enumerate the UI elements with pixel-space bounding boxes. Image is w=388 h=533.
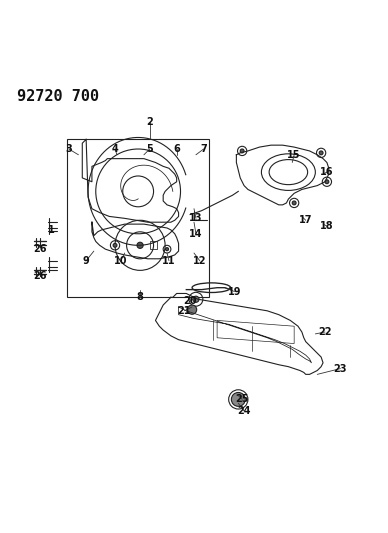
- Circle shape: [166, 248, 168, 251]
- Text: 5: 5: [146, 144, 153, 154]
- Circle shape: [240, 149, 244, 153]
- Text: 8: 8: [137, 292, 144, 302]
- Text: 13: 13: [189, 213, 203, 223]
- Text: 9: 9: [83, 256, 90, 266]
- Text: 92720 700: 92720 700: [17, 90, 99, 104]
- Text: 20: 20: [184, 296, 197, 306]
- Circle shape: [187, 305, 197, 314]
- Text: 15: 15: [288, 150, 301, 160]
- Text: 6: 6: [173, 144, 180, 154]
- Circle shape: [231, 392, 245, 406]
- Text: 21: 21: [178, 306, 191, 316]
- Text: 23: 23: [334, 364, 347, 374]
- Text: 18: 18: [320, 221, 334, 231]
- Text: 11: 11: [162, 256, 176, 266]
- Text: 17: 17: [299, 215, 312, 225]
- Text: 12: 12: [193, 256, 206, 266]
- Text: 26: 26: [33, 271, 47, 281]
- Text: 10: 10: [114, 256, 128, 266]
- Circle shape: [292, 201, 296, 205]
- Text: 4: 4: [112, 144, 118, 154]
- Text: 19: 19: [228, 287, 241, 296]
- Text: 7: 7: [200, 144, 207, 154]
- Text: 3: 3: [66, 144, 72, 154]
- Text: 22: 22: [318, 327, 332, 337]
- Text: 16: 16: [320, 167, 334, 177]
- Circle shape: [319, 151, 323, 155]
- Text: 2: 2: [146, 117, 153, 127]
- Text: 26: 26: [33, 244, 47, 254]
- Text: 1: 1: [48, 225, 55, 235]
- Circle shape: [193, 296, 199, 302]
- Text: 24: 24: [237, 406, 251, 416]
- Circle shape: [113, 244, 117, 247]
- Text: 25: 25: [236, 394, 249, 405]
- Text: 14: 14: [189, 229, 203, 239]
- Circle shape: [137, 242, 143, 248]
- Circle shape: [325, 180, 329, 184]
